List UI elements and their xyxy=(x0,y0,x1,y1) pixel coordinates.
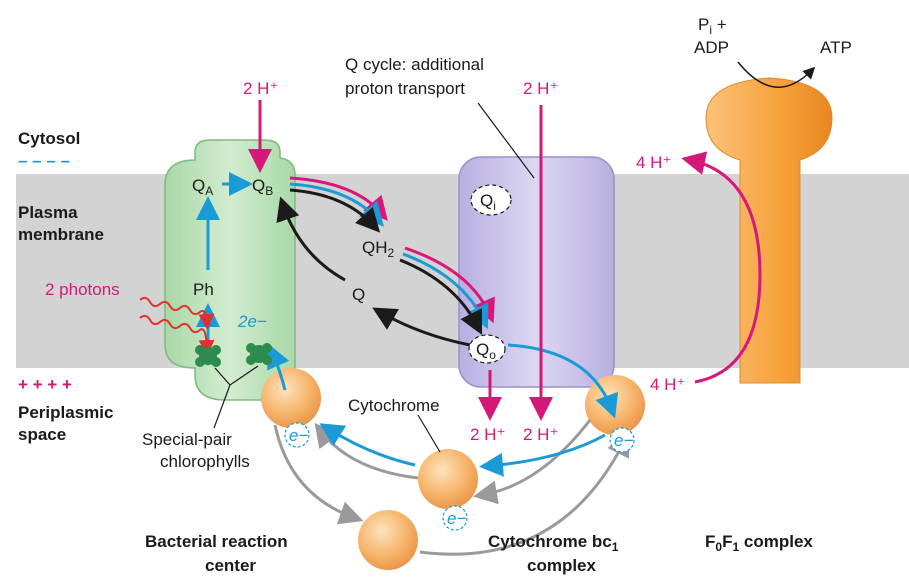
cytochrome-bc1 xyxy=(585,375,645,435)
blue-arrow-bc1-to-center xyxy=(479,433,606,477)
blue-arrow-center-to-rc xyxy=(319,423,416,467)
chlorophyll-left xyxy=(195,345,221,367)
black-arrow-q-to-qb xyxy=(276,196,346,282)
photon-wave-1 xyxy=(139,296,215,330)
black-arrow-qb-qh2 xyxy=(289,188,381,233)
label-qb: QB xyxy=(252,176,273,198)
label-q: Q xyxy=(352,285,365,304)
black-arrow-qh2-qo xyxy=(399,258,483,336)
electron-label-1: e− xyxy=(289,426,308,445)
label-ph: Ph xyxy=(193,280,214,299)
label-bc1-protons-out-2: 2 H⁺ xyxy=(523,425,558,444)
label-qo: Qo xyxy=(476,340,496,362)
label-qcycle-2: proton transport xyxy=(345,79,465,98)
label-adp: ADP xyxy=(694,38,729,57)
label-atp-protons-bottom: 4 H⁺ xyxy=(650,375,685,394)
blue-arrow-cyt-to-chlorophyll xyxy=(267,343,290,391)
label-cytosol: Cytosol xyxy=(18,129,80,148)
label-periplasm-2: space xyxy=(18,425,66,444)
label-membrane-2: membrane xyxy=(18,225,104,244)
cytosol-charge: – – – – xyxy=(18,151,70,170)
electron-marker-3 xyxy=(609,427,635,453)
gray-arrow-bc1-to-center xyxy=(473,419,592,505)
special-pair-leader xyxy=(213,365,259,429)
gray-arrow-bottom-to-bc1 xyxy=(419,431,630,556)
label-photons: 2 photons xyxy=(45,280,120,299)
proton-arrow-atp-loop xyxy=(681,151,762,384)
atp-synthase-protein xyxy=(705,77,833,384)
cytochrome-rc xyxy=(261,368,321,428)
gray-arrow-center-to-rc xyxy=(314,422,419,480)
label-rc-title-2: center xyxy=(205,556,256,575)
label-qi: Qi xyxy=(480,191,496,213)
label-2e: 2e− xyxy=(237,312,267,331)
label-qcycle-1: Q cycle: additional xyxy=(345,55,484,74)
label-qh2: QH2 xyxy=(362,238,395,260)
label-rc-title-1: Bacterial reaction xyxy=(145,532,288,551)
cytochrome-leader xyxy=(417,414,441,453)
black-arrow-qo-to-q xyxy=(372,307,471,347)
label-f0f1-title: F0F1 complex xyxy=(705,532,813,554)
label-atp-protons-top: 4 H⁺ xyxy=(636,153,671,172)
electron-label-2: e− xyxy=(447,509,466,528)
qi-site xyxy=(470,184,512,216)
label-atp: ATP xyxy=(820,38,852,57)
qo-site xyxy=(468,334,506,364)
photon-wave-2 xyxy=(139,314,215,356)
electron-label-3: e− xyxy=(614,431,633,450)
label-special-pair-1: Special-pair xyxy=(142,430,232,449)
adp-atp-arc xyxy=(737,61,816,88)
label-periplasm-1: Periplasmic xyxy=(18,403,113,422)
label-qcycle-protons: 2 H⁺ xyxy=(523,79,558,98)
label-special-pair-2: chlorophylls xyxy=(160,452,250,471)
label-rc-protons: 2 H⁺ xyxy=(243,79,278,98)
electron-marker-2 xyxy=(442,505,468,531)
chlorophyll-right xyxy=(246,343,272,365)
label-pi: Pi + xyxy=(698,15,727,37)
cytochrome-bottom xyxy=(358,510,418,570)
label-cytochrome: Cytochrome xyxy=(348,396,440,415)
cytochrome-bc1-protein xyxy=(458,156,615,388)
gray-arrow-rc-to-bottom xyxy=(273,424,364,525)
label-bc1-title-2: complex xyxy=(527,556,597,575)
periplasm-charge: + + + + xyxy=(18,375,72,394)
label-bc1-protons-out-1: 2 H⁺ xyxy=(470,425,505,444)
label-bc1-title-1: Cytochrome bc1 xyxy=(488,532,619,554)
cytochrome-center xyxy=(418,449,478,509)
qcycle-leader xyxy=(477,102,535,179)
electron-marker-1 xyxy=(284,422,310,448)
label-membrane-1: Plasma xyxy=(18,203,78,222)
blue-arrow-qo-to-cyt xyxy=(507,343,619,419)
label-qa: QA xyxy=(192,176,213,198)
